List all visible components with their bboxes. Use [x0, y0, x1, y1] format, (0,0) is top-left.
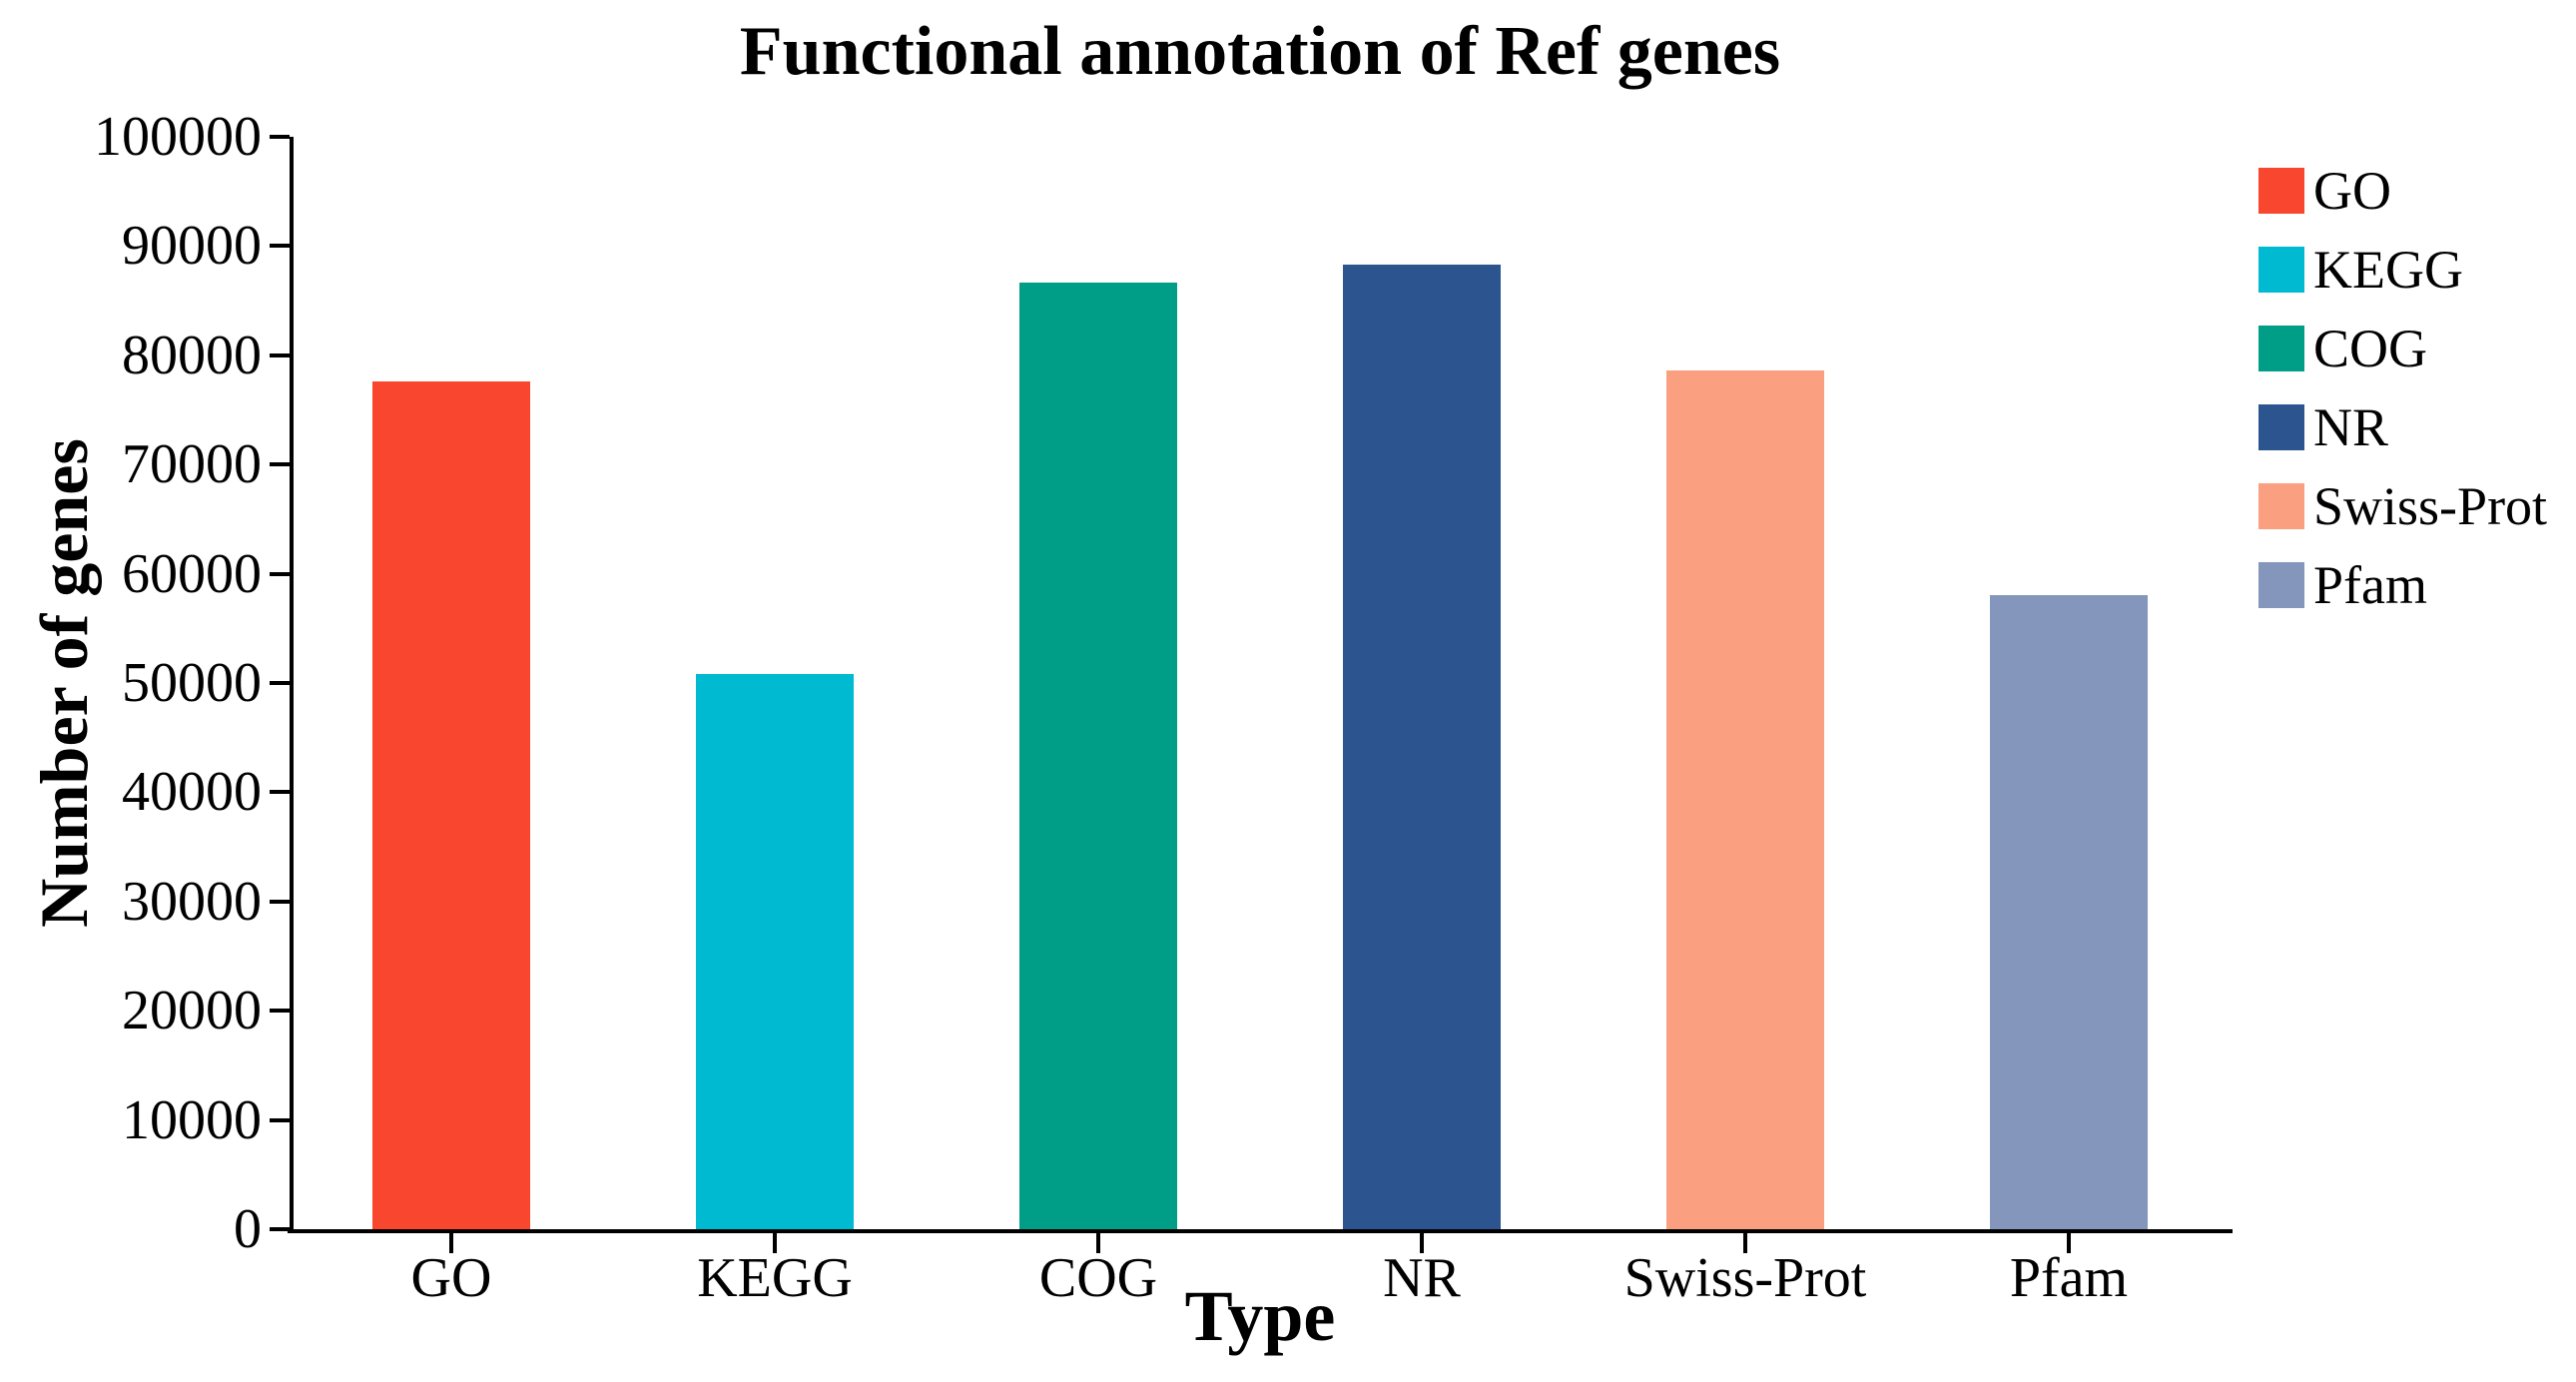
y-tick — [270, 899, 290, 904]
legend-row-nr: NR — [2258, 400, 2547, 454]
x-tick — [1743, 1233, 1747, 1253]
legend-row-go: GO — [2258, 164, 2547, 218]
x-tick — [2067, 1233, 2071, 1253]
y-tick-label: 20000 — [122, 980, 262, 1042]
legend-swatch-kegg — [2258, 247, 2304, 293]
y-tick-label: 60000 — [122, 542, 262, 605]
legend-row-cog: COG — [2258, 322, 2547, 375]
y-tick-label: 10000 — [122, 1088, 262, 1151]
y-tick — [270, 1009, 290, 1014]
x-cat-label-cog: COG — [1038, 1247, 1158, 1309]
y-tick — [270, 135, 290, 139]
x-cat-label-pfam: Pfam — [2009, 1247, 2129, 1309]
y-tick — [270, 462, 290, 467]
x-cat-label-nr: NR — [1383, 1247, 1461, 1309]
plot-area — [270, 135, 2233, 1253]
legend-row-kegg: KEGG — [2258, 243, 2547, 297]
legend-swatch-pfam — [2258, 562, 2304, 608]
y-tick-label: 70000 — [122, 433, 262, 496]
bar-kegg — [696, 674, 854, 1229]
legend-label-swiss-prot: Swiss-Prot — [2313, 476, 2548, 536]
legend-label-kegg: KEGG — [2313, 240, 2463, 300]
y-tick-label: 0 — [234, 1198, 262, 1260]
legend-row-pfam: Pfam — [2258, 558, 2547, 612]
x-tick — [773, 1233, 777, 1253]
y-tick — [270, 352, 290, 357]
legend-label-go: GO — [2313, 161, 2391, 221]
legend-label-nr: NR — [2313, 397, 2389, 457]
y-tick — [270, 1117, 290, 1122]
y-tick — [270, 790, 290, 795]
y-axis-line — [290, 137, 294, 1233]
y-tick-label: 30000 — [122, 870, 262, 933]
x-cat-label-swiss-prot: Swiss-Prot — [1623, 1247, 1867, 1309]
x-cat-label-go: GO — [410, 1247, 492, 1309]
y-tick — [270, 244, 290, 249]
y-tick-label: 50000 — [122, 652, 262, 714]
legend-swatch-nr — [2258, 404, 2304, 450]
chart-title: Functional annotation of Ref genes — [739, 13, 1781, 90]
bar-pfam — [1990, 595, 2148, 1229]
bar-cog — [1019, 282, 1177, 1229]
legend-swatch-go — [2258, 168, 2304, 214]
x-cat-label-kegg: KEGG — [697, 1247, 853, 1309]
y-tick-label: 90000 — [122, 215, 262, 278]
legend-swatch-swiss-prot — [2258, 483, 2304, 529]
legend-swatch-cog — [2258, 326, 2304, 371]
x-axis-line — [288, 1229, 2233, 1233]
bar-nr — [1343, 264, 1501, 1229]
x-axis-label: Type — [1184, 1276, 1336, 1356]
legend-row-swiss-prot: Swiss-Prot — [2258, 479, 2547, 533]
y-tick-label: 100000 — [94, 106, 262, 168]
y-tick — [270, 571, 290, 576]
y-tick — [270, 681, 290, 685]
y-tick-label: 80000 — [122, 324, 262, 386]
x-tick — [1420, 1233, 1424, 1253]
x-tick — [1096, 1233, 1100, 1253]
bar-swiss-prot — [1666, 370, 1824, 1229]
y-tick-label: 40000 — [122, 761, 262, 824]
legend-label-cog: COG — [2313, 319, 2428, 378]
x-tick — [449, 1233, 453, 1253]
bar-go — [372, 381, 530, 1229]
legend: GO KEGG COG NR Swiss-Prot Pfam — [2258, 164, 2547, 641]
legend-label-pfam: Pfam — [2313, 555, 2427, 615]
y-tick — [270, 1227, 290, 1231]
